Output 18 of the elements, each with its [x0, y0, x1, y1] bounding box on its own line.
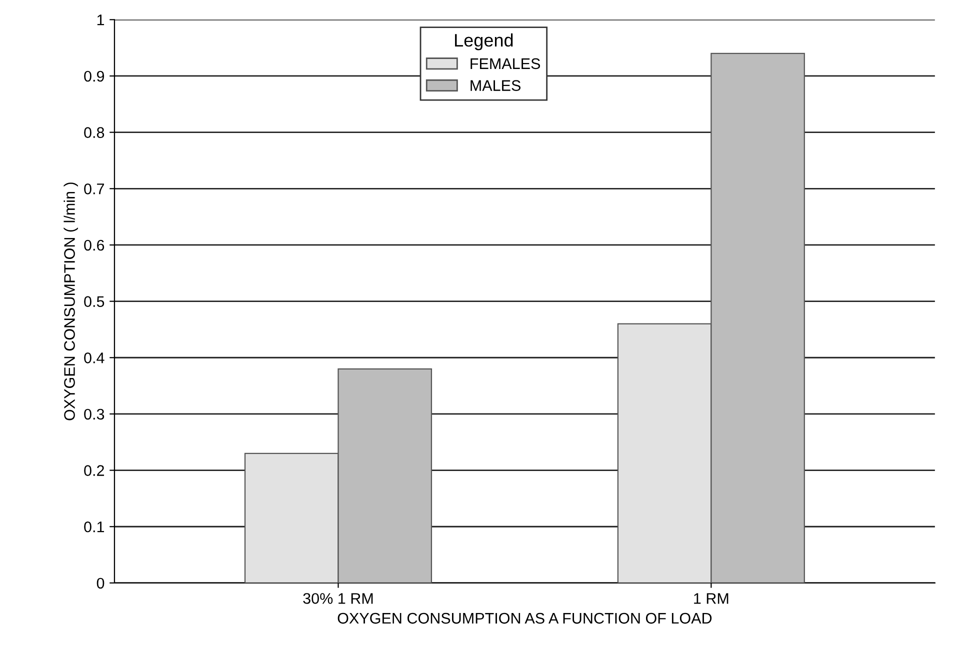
y-tick-label: 0.8: [84, 127, 104, 138]
y-tick-label: 0: [96, 578, 104, 589]
y-tick-label: 0.1: [84, 521, 104, 532]
y-tick-label: 0.7: [84, 184, 104, 194]
y-axis-title: OXYGEN CONSUMPTION ( l/min ): [64, 182, 78, 420]
y-tick-label: 0.9: [84, 70, 104, 82]
y-tick-label: 0.5: [84, 296, 104, 307]
y-tick-label: 0.6: [84, 240, 104, 251]
y-tick-label: 0.4: [84, 352, 104, 364]
y-tick-label: 0.3: [84, 408, 104, 420]
x-tick-label: 1 RM: [694, 593, 728, 604]
legend-title: Legend: [455, 33, 513, 50]
x-axis-title: OXYGEN CONSUMPTION AS A FUNCTION OF LOAD: [338, 612, 712, 624]
y-tick-label: 0.2: [84, 465, 104, 476]
x-tick-label: 30% 1 RM: [303, 593, 373, 604]
legend-label: FEMALES: [470, 58, 540, 70]
legend-label: MALES: [470, 80, 520, 91]
y-tick-label: 1: [97, 14, 104, 26]
